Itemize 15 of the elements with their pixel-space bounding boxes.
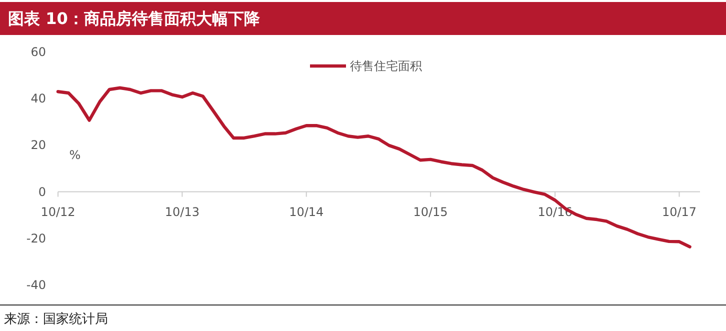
y-axis-title: % — [69, 148, 81, 162]
y-tick-label: 40 — [30, 92, 46, 106]
x-tick-label: 10/12 — [40, 204, 76, 219]
y-tick-label: -40 — [26, 278, 46, 292]
legend-label: 待售住宅面积 — [350, 59, 422, 73]
y-tick-label: 0 — [38, 184, 46, 199]
x-tick-label: 10/17 — [662, 204, 697, 219]
source-note: 来源：国家统计局 — [4, 311, 108, 327]
y-tick-label: 60 — [30, 45, 46, 59]
y-tick-label: -20 — [26, 231, 46, 246]
x-tick-label: 10/13 — [164, 204, 200, 219]
chart-title: 图表 10：商品房待售面积大幅下降 — [8, 9, 261, 28]
y-tick-label: 20 — [30, 138, 46, 152]
x-tick-label: 10/15 — [413, 204, 448, 219]
x-tick-label: 10/14 — [289, 204, 324, 219]
